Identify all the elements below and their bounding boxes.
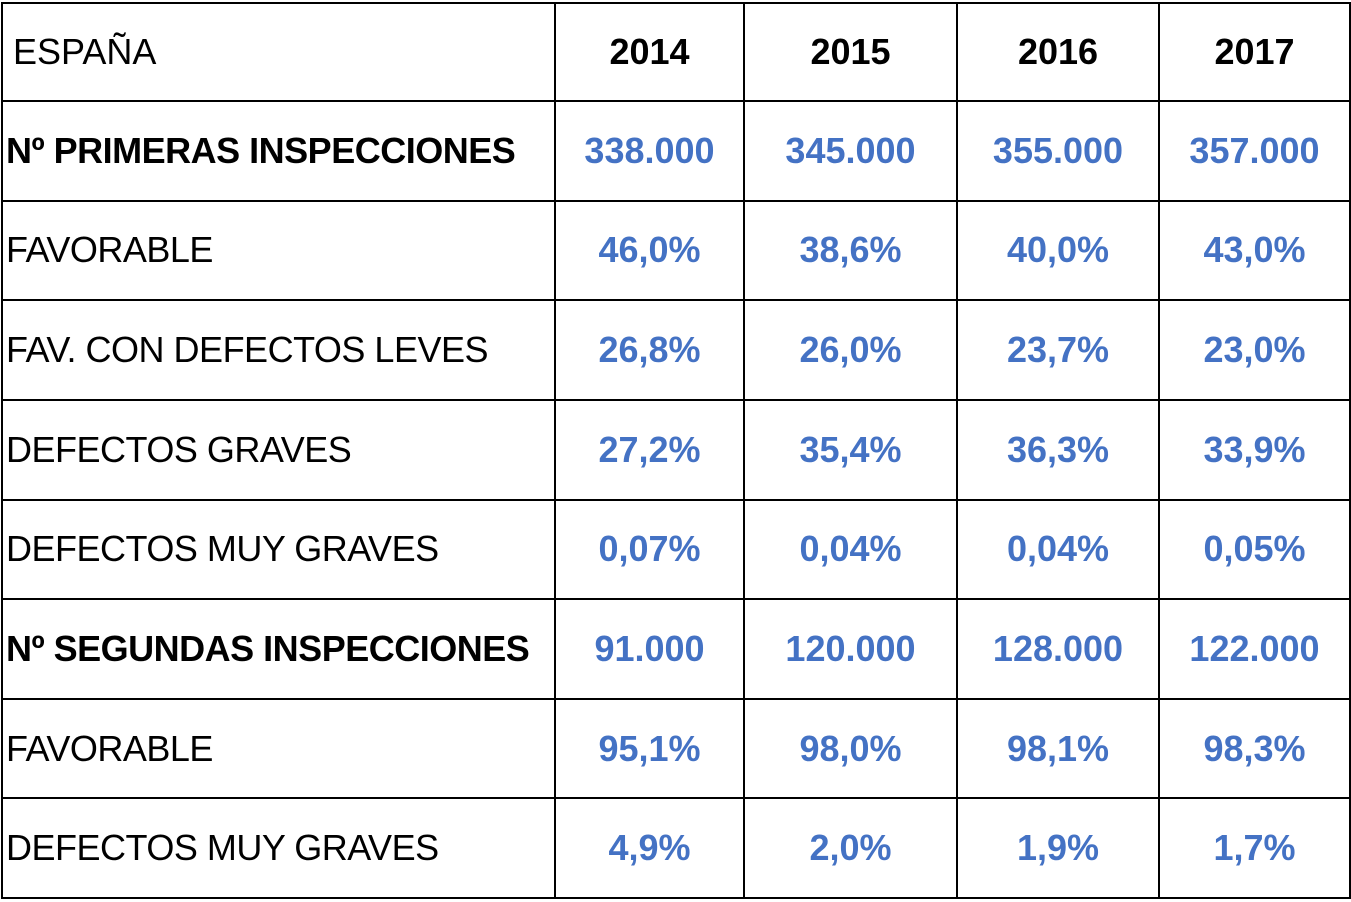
table-cell-value: 98,1% [956,697,1160,800]
table-row: FAV. CON DEFECTOS LEVES 26,8% 26,0% 23,7% 23… [1,299,1351,401]
column-header-2015: 2015 [743,2,958,102]
table-cell-value: 23,0% [1158,299,1351,401]
table-cell-value: 33,9% [1158,398,1351,501]
table-cell-value: 26,0% [743,299,958,401]
column-header-2016: 2016 [956,2,1160,102]
row-label: Nº SEGUNDAS INSPECCIONES [1,598,556,700]
table-cell-value: 26,8% [554,299,745,401]
table-row: DEFECTOS GRAVES 27,2% 35,4% 36,3% 33,9% [1,398,1351,501]
table-cell-value: 1,7% [1158,797,1351,899]
column-header-2017: 2017 [1158,2,1351,102]
table-cell-value: 0,04% [743,498,958,601]
table-row: Nº SEGUNDAS INSPECCIONES 91.000 120.000 128… [1,598,1351,700]
table-cell-value: 4,9% [554,797,745,899]
table-cell-value: 0,07% [554,498,745,601]
row-label: Nº PRIMERAS INSPECCIONES [1,100,556,202]
row-label: DEFECTOS GRAVES [1,398,556,501]
column-header-2014: 2014 [554,2,745,102]
corner-label: ESPAÑA [1,2,556,102]
table-cell-value: 27,2% [554,398,745,501]
header-row: ESPAÑA 2014 2015 2016 2017 [1,2,1351,102]
table-body: Nº PRIMERAS INSPECCIONES 338.000 345.000 35… [1,100,1351,899]
table-row: DEFECTOS MUY GRAVES 0,07% 0,04% 0,04% 0,05% [1,498,1351,601]
table-cell-value: 0,05% [1158,498,1351,601]
table-cell-value: 1,9% [956,797,1160,899]
row-label: DEFECTOS MUY GRAVES [1,797,556,899]
table-cell-value: 0,04% [956,498,1160,601]
table-cell-value: 98,0% [743,697,958,800]
table-cell-value: 43,0% [1158,199,1351,302]
table-cell-value: 345.000 [743,100,958,202]
table-cell-value: 2,0% [743,797,958,899]
table-cell-value: 122.000 [1158,598,1351,700]
table-row: FAVORABLE 46,0% 38,6% 40,0% 43,0% [1,199,1351,302]
row-label: FAVORABLE [1,697,556,800]
table-cell-value: 355.000 [956,100,1160,202]
row-label: FAVORABLE [1,199,556,302]
table-cell-value: 120.000 [743,598,958,700]
table-cell-value: 95,1% [554,697,745,800]
table-cell-value: 98,3% [1158,697,1351,800]
table-cell-value: 338.000 [554,100,745,202]
table-cell-value: 40,0% [956,199,1160,302]
row-label: DEFECTOS MUY GRAVES [1,498,556,601]
table-row: FAVORABLE 95,1% 98,0% 98,1% 98,3% [1,697,1351,800]
table-cell-value: 36,3% [956,398,1160,501]
table-cell-value: 38,6% [743,199,958,302]
table-cell-value: 46,0% [554,199,745,302]
table-row: Nº PRIMERAS INSPECCIONES 338.000 345.000 35… [1,100,1351,202]
table-cell-value: 357.000 [1158,100,1351,202]
table-cell-value: 35,4% [743,398,958,501]
table-cell-value: 23,7% [956,299,1160,401]
row-label: FAV. CON DEFECTOS LEVES [1,299,556,401]
table-cell-value: 91.000 [554,598,745,700]
table-cell-value: 128.000 [956,598,1160,700]
table-row: DEFECTOS MUY GRAVES 4,9% 2,0% 1,9% 1,7% [1,797,1351,899]
